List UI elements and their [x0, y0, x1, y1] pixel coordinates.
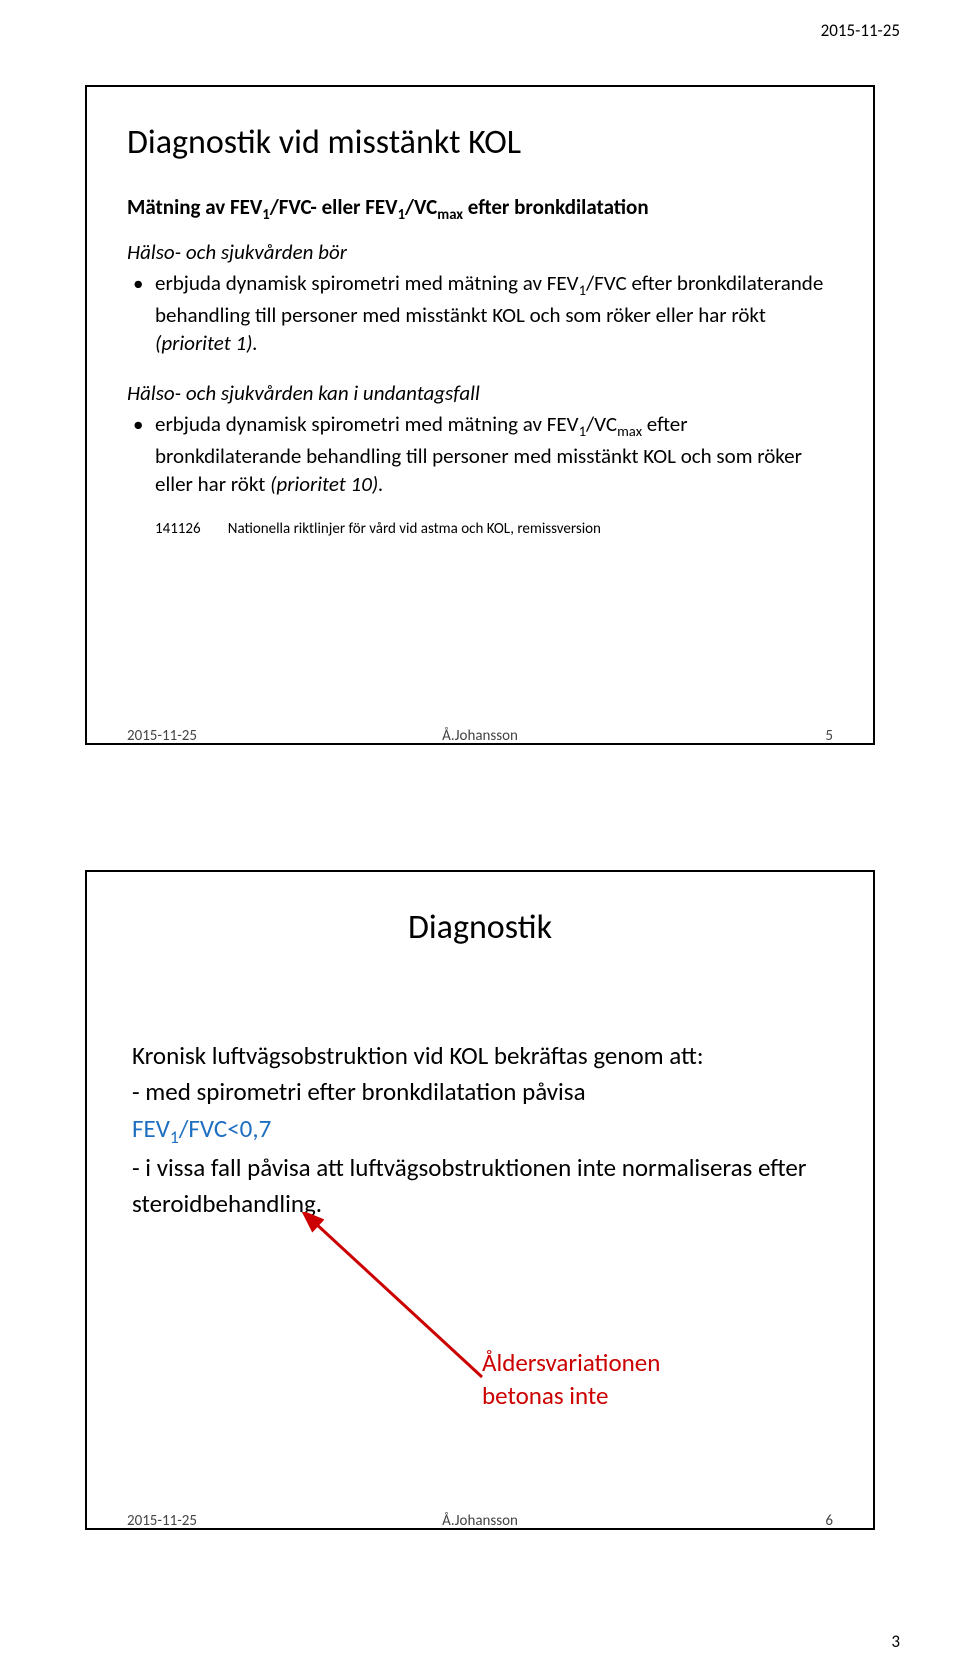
slide-1-title: Diagnostik vid misstänkt KOL [127, 122, 833, 163]
slide-2-annotation: Åldersvariationen betonas inte [482, 1347, 660, 1412]
arrow-icon [302, 1212, 487, 1382]
slide-1-intro-2: Hälso- och sjukvården kan i undantagsfal… [127, 380, 833, 406]
slide-1-footer-num: 5 [825, 727, 833, 745]
slide-2-footer-author: Å.Johansson [442, 1512, 518, 1530]
slide-1-reference: 141126 Nationella riktlinjer för vård vi… [127, 520, 833, 538]
slide-1-subtitle: Mätning av FEV1/FVC- eller FEV1/VCmax ef… [127, 193, 833, 225]
slide-1-bullet-1: erbjuda dynamisk spirometri med mätning … [127, 269, 833, 358]
slide-2-line-2: - med spirometri efter bronkdilatation p… [132, 1074, 828, 1110]
slide-2-title: Diagnostik [132, 907, 828, 948]
slide-2-footer-num: 6 [825, 1512, 833, 1530]
slide-2-line-3: FEV1/FVC<0,7 [132, 1111, 828, 1150]
slide-2-footer-date: 2015-11-25 [127, 1512, 197, 1530]
slide-1-bullet-2: erbjuda dynamisk spirometri med mätning … [127, 410, 833, 499]
slide-2: Diagnostik Kronisk luftvägsobstruktion v… [85, 870, 875, 1530]
slide-2-body: Kronisk luftvägsobstruktion vid KOL bekr… [132, 1038, 828, 1222]
page-number: 3 [891, 1631, 900, 1652]
slide-2-line-1: Kronisk luftvägsobstruktion vid KOL bekr… [132, 1038, 828, 1074]
page-header-date: 2015-11-25 [821, 20, 900, 41]
slide-1-intro-1: Hälso- och sjukvården bör [127, 239, 833, 265]
slide-1: Diagnostik vid misstänkt KOL Mätning av … [85, 85, 875, 745]
slide-1-footer-author: Å.Johansson [442, 727, 518, 745]
slide-2-line-4: - i vissa fall påvisa att luftvägsobstru… [132, 1150, 828, 1223]
slide-1-footer-date: 2015-11-25 [127, 727, 197, 745]
